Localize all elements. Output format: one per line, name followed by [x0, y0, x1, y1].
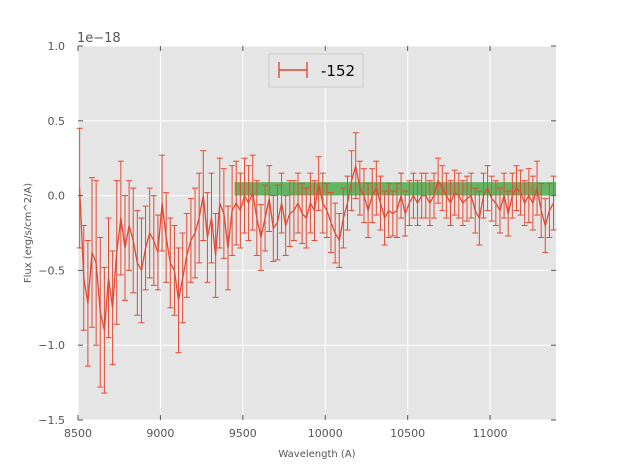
x-tick-label: 10500: [390, 427, 425, 440]
x-axis-label: Wavelength (A): [278, 449, 355, 460]
y-tick-label: −1.0: [38, 339, 65, 352]
x-tick-label: 8500: [64, 427, 92, 440]
x-tick-label: 9500: [229, 427, 257, 440]
y-tick-label: 1.0: [48, 40, 66, 53]
x-tick-label: 9000: [146, 427, 174, 440]
legend: -152: [268, 53, 364, 88]
legend-label: -152: [321, 62, 355, 80]
y-tick-label: −1.5: [38, 414, 65, 427]
ticks: 8500 9000 9500 10000 10500 11000 −1.5 −1.0 −0.5 0…: [38, 40, 556, 440]
series-layer: [76, 127, 557, 394]
error-bar: [550, 175, 557, 231]
y-tick-label: 0.0: [48, 190, 66, 203]
y-offset-label: 1e−18: [77, 31, 121, 46]
y-tick-label: −0.5: [38, 264, 65, 277]
x-tick-label: 11000: [473, 427, 508, 440]
series-line: [78, 165, 555, 331]
y-tick-label: 0.5: [48, 115, 66, 128]
legend-errorbar-icon: [278, 62, 308, 78]
x-tick-label: 10000: [308, 427, 343, 440]
y-axis-label: Flux (erg/s/cm^2/A): [23, 183, 34, 283]
